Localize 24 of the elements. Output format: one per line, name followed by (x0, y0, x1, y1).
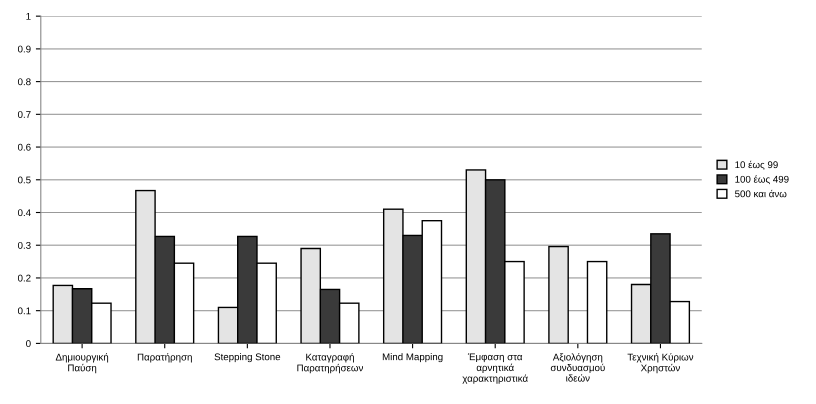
legend-label: 100 έως 499 (735, 175, 789, 184)
y-tick-label: 0 (26, 340, 31, 348)
bar (548, 246, 569, 344)
y-tick-label: 0.9 (18, 46, 31, 52)
x-tick-label: Έμφαση στα αρνητικά χαρακτηριστικά (462, 353, 528, 384)
y-tick-label: 0.4 (18, 209, 31, 216)
x-tick-label: Παρατήρηση (138, 353, 192, 362)
y-tick-label: 0.7 (18, 111, 31, 118)
x-tick-label: Stepping Stone (214, 353, 280, 362)
y-tick-label: 0.3 (18, 242, 31, 249)
y-tick-label: 0.8 (18, 78, 31, 86)
legend-label: 500 και άνω (735, 190, 786, 198)
x-tick-label: Αξιολόγηση συνδυασμού ιδεών (550, 353, 605, 382)
y-tick-label: 1 (26, 12, 31, 20)
y-tick-label: 0.1 (18, 307, 31, 314)
bar (586, 260, 608, 344)
x-tick-label: Δημιουργική Παύση (56, 353, 108, 374)
legend-label: 10 έως 99 (735, 160, 778, 170)
x-tick-label: Καταγραφή Παρατηρήσεων (297, 353, 363, 374)
x-tick-label: Τεχνική Κύριων Χρηστών (628, 353, 694, 374)
x-tick-label: Mind Mapping (382, 353, 442, 362)
y-tick-label: 0.6 (18, 144, 31, 151)
y-tick-label: 0.2 (18, 274, 31, 282)
y-tick-label: 0.5 (18, 176, 31, 184)
